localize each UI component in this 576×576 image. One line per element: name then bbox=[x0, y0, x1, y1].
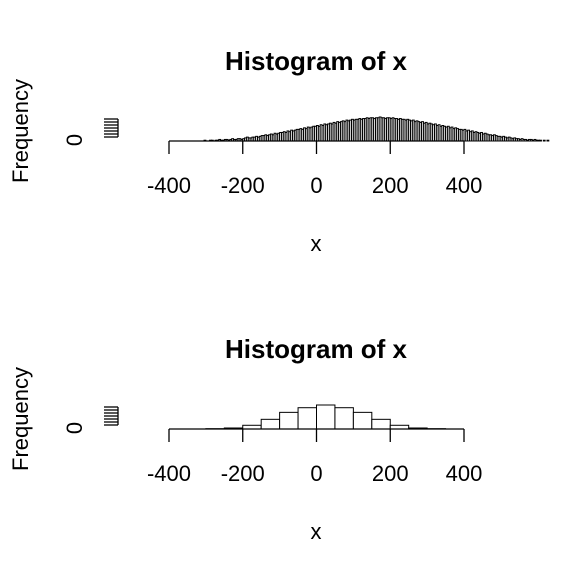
x-tick-label: 200 bbox=[372, 173, 409, 198]
x-tick-label: -400 bbox=[147, 173, 191, 198]
y-axis-label: Frequency bbox=[8, 367, 33, 471]
x-tick-label: 400 bbox=[446, 461, 483, 486]
histogram-panel-2: Histogram of x Frequency x 0 -400 -200 0 20… bbox=[8, 334, 482, 544]
x-axis: -400 -200 0 200 400 bbox=[147, 140, 483, 198]
histogram-bar bbox=[316, 404, 336, 430]
x-tick-label: 200 bbox=[372, 461, 409, 486]
histogram-bar bbox=[279, 411, 299, 430]
y-axis-label: Frequency bbox=[8, 79, 33, 183]
histogram-bar bbox=[539, 139, 542, 142]
x-axis-label: x bbox=[311, 231, 322, 256]
histogram-bar bbox=[297, 407, 317, 430]
histogram-panel-1: Histogram of x Frequency x 0 -400 -200 0 20… bbox=[8, 46, 550, 256]
histogram-bar bbox=[542, 139, 546, 142]
histogram-bar bbox=[352, 411, 373, 430]
y-tick-label: 0 bbox=[62, 422, 87, 434]
chart-title: Histogram of x bbox=[225, 46, 408, 76]
histogram-bar bbox=[334, 407, 354, 430]
x-tick-label: -200 bbox=[221, 173, 265, 198]
histogram-bar bbox=[371, 418, 391, 430]
y-axis-ticks bbox=[104, 406, 119, 426]
x-axis-label: x bbox=[311, 519, 322, 544]
x-axis: -400 -200 0 200 400 bbox=[147, 428, 483, 486]
x-tick-label: -400 bbox=[147, 461, 191, 486]
y-tick-label: 0 bbox=[62, 134, 87, 146]
x-tick-label: 0 bbox=[310, 461, 322, 486]
x-tick-label: 400 bbox=[446, 173, 483, 198]
x-tick-label: -200 bbox=[221, 461, 265, 486]
histogram-bars bbox=[205, 404, 447, 430]
histogram-bar bbox=[260, 418, 281, 430]
chart-title: Histogram of x bbox=[225, 334, 408, 364]
histogram-bars bbox=[203, 116, 550, 142]
x-tick-label: 0 bbox=[310, 173, 322, 198]
histogram-bar bbox=[546, 139, 550, 142]
y-axis-ticks bbox=[104, 118, 119, 138]
